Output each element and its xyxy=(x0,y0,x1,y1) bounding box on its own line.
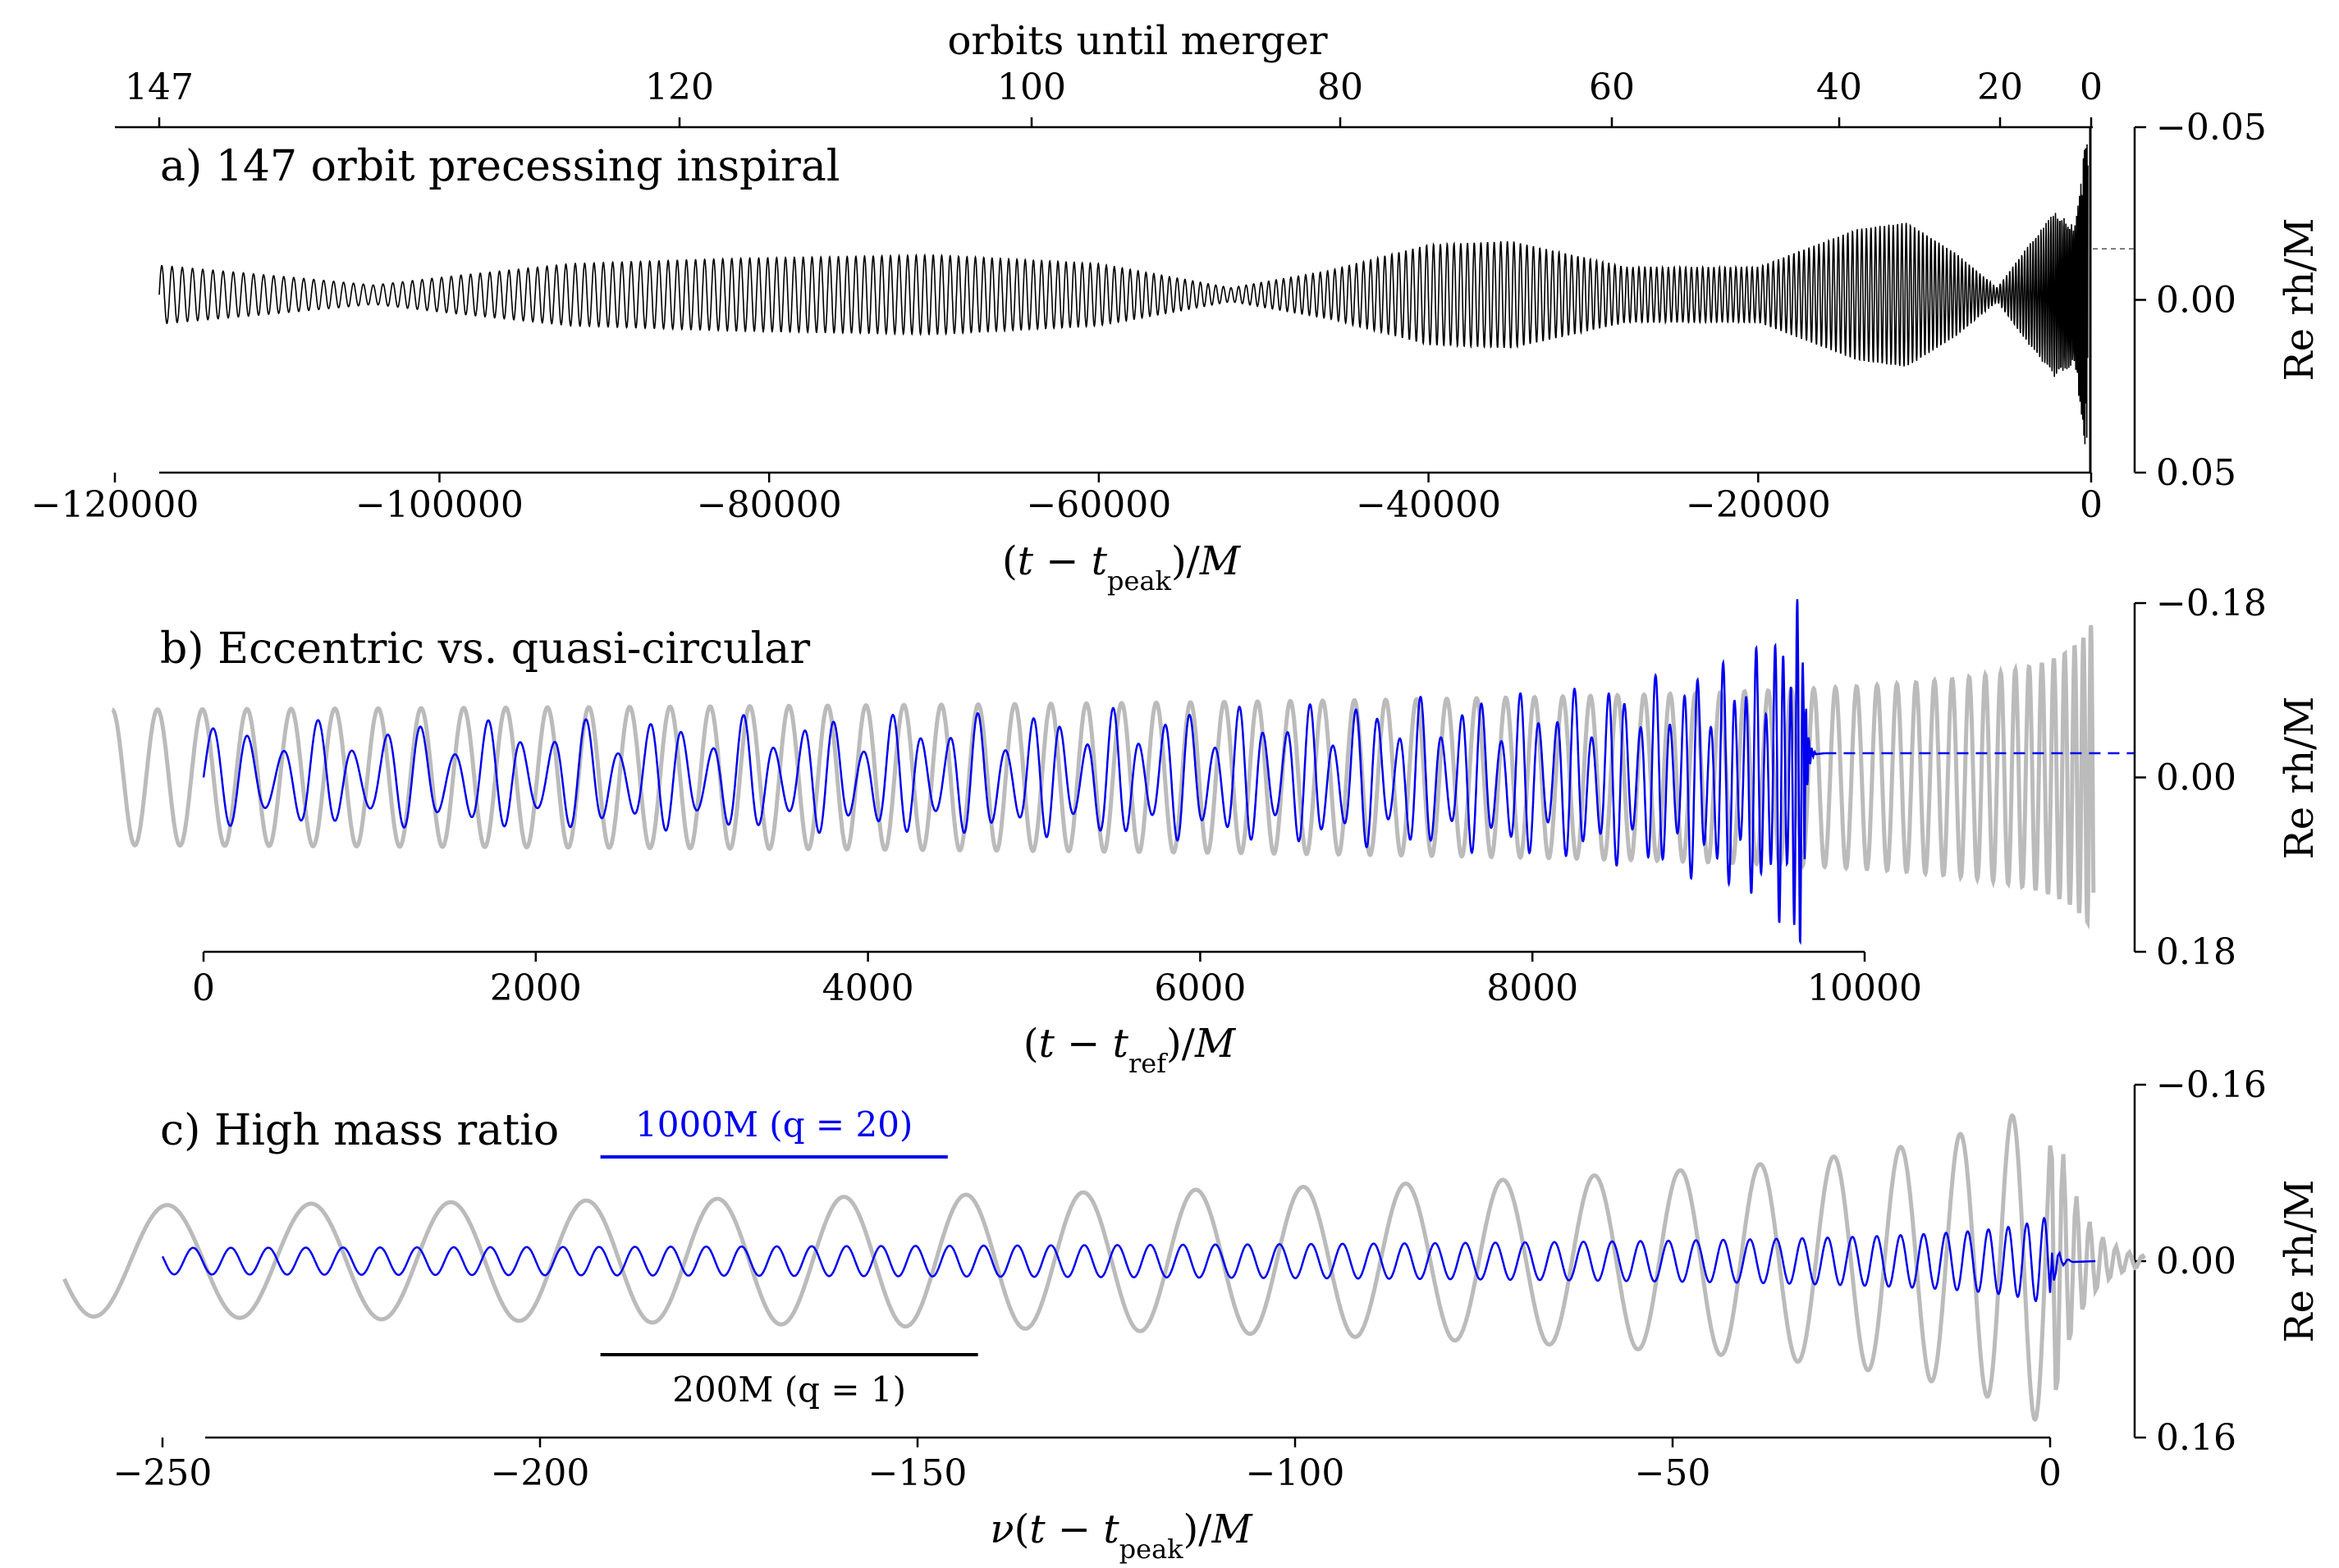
x-tick-label: 4000 xyxy=(822,967,914,1009)
x-tick-label: 6000 xyxy=(1154,967,1246,1009)
x-tick-label: 0 xyxy=(2039,1452,2062,1494)
y-axis-tick-label: −0.18 xyxy=(2156,583,2267,624)
x-tick-label: 0 xyxy=(2080,484,2103,526)
x-tick-label: −100 xyxy=(1246,1452,1345,1494)
x-tick-label: −60000 xyxy=(1026,484,1171,526)
x-tick-label: −200 xyxy=(491,1452,590,1494)
panel-title: c) High mass ratio xyxy=(160,1106,559,1155)
y-axis-tick-label: 0.16 xyxy=(2156,1417,2236,1459)
orbits-axis-label: orbits until merger xyxy=(947,18,1327,64)
q1-line xyxy=(62,1113,2147,1422)
orbits-tick-label: 40 xyxy=(1816,66,1862,108)
y-axis-tick-label: 0.18 xyxy=(2156,931,2236,973)
x-tick-label: −80000 xyxy=(697,484,842,526)
y-axis-tick-label: −0.16 xyxy=(2156,1064,2267,1106)
x-tick-label: −100000 xyxy=(355,484,524,526)
x-tick-label: −120000 xyxy=(31,484,199,526)
orbits-tick-label: 120 xyxy=(645,66,714,108)
panel-a: 147 120 100 80 60 40 20 0 orbits until merger −12… xyxy=(31,18,2323,597)
orbits-tick-label: 80 xyxy=(1317,66,1363,108)
orbits-tick-label: 20 xyxy=(1977,66,2023,108)
eccentric-line xyxy=(202,599,1825,945)
x-axis-label: ν(t − tpeak)/M xyxy=(990,1506,1253,1565)
orbits-tick-label: 60 xyxy=(1589,66,1635,108)
x-tick-label: 2000 xyxy=(490,967,582,1009)
y-axis-tick-label: −0.05 xyxy=(2156,107,2267,149)
orbits-tick-label: 100 xyxy=(997,66,1066,108)
panel-c: −250 −200 −150 −100 −50 0 ν(t − tpeak)/M −0.16 0… xyxy=(62,1064,2323,1565)
y-axis-tick-label: 0.00 xyxy=(2156,280,2236,322)
scale-bar-q1-label: 200M (q = 1) xyxy=(672,1369,906,1410)
y-axis-label: Re rh/M xyxy=(2277,218,2323,382)
x-tick-label: −150 xyxy=(868,1452,968,1494)
y-axis-tick-label: 0.00 xyxy=(2156,1241,2236,1282)
y-axis-label: Re rh/M xyxy=(2277,1180,2323,1343)
x-tick-label: −250 xyxy=(113,1452,213,1494)
x-axis-label: (t − tref)/M xyxy=(1023,1021,1237,1079)
y-axis-tick-label: 0.05 xyxy=(2156,452,2236,494)
x-tick-label: 8000 xyxy=(1486,967,1578,1009)
orbits-tick-label: 147 xyxy=(125,66,194,108)
panel-title: b) Eccentric vs. quasi-circular xyxy=(160,624,810,674)
y-axis-tick-label: 0.00 xyxy=(2156,757,2236,799)
x-axis-label: (t − tpeak)/M xyxy=(1002,538,1242,597)
panel-b: 0 2000 4000 6000 8000 10000 (t − tref)/M −0.18 0… xyxy=(111,583,2323,1079)
waveform-line xyxy=(158,144,2089,445)
x-tick-label: 0 xyxy=(192,967,215,1009)
x-tick-label: −20000 xyxy=(1686,484,1831,526)
panel-title: a) 147 orbit precessing inspiral xyxy=(160,142,840,191)
orbits-tick-label: 0 xyxy=(2080,66,2103,108)
x-tick-label: −40000 xyxy=(1356,484,1501,526)
x-tick-label: −50 xyxy=(1635,1452,1711,1494)
scale-bar-q20-label: 1000M (q = 20) xyxy=(635,1104,913,1145)
x-tick-label: 10000 xyxy=(1807,967,1922,1009)
y-axis-label: Re rh/M xyxy=(2277,697,2323,860)
q20-line xyxy=(161,1216,2096,1303)
